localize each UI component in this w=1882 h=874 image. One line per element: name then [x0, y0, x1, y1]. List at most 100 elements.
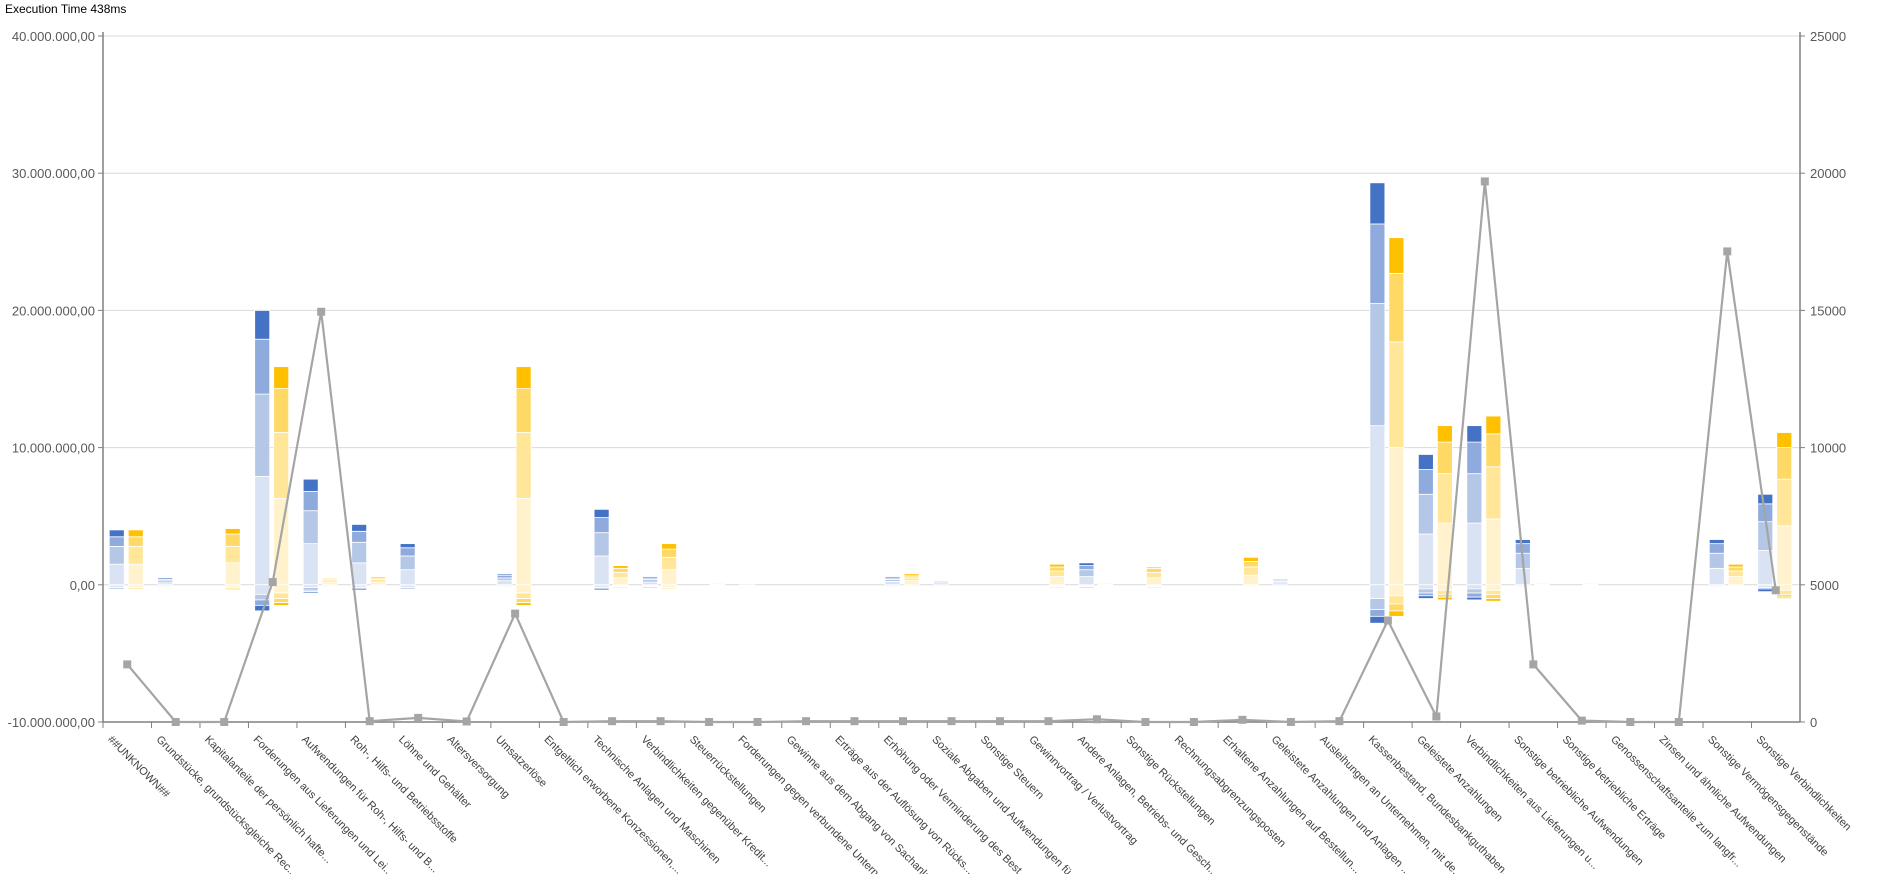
blue-bar-segment: [1514, 567, 1531, 586]
yellow-bar-segment-negative: [1388, 595, 1405, 605]
blue-bar-segment: [1078, 576, 1095, 586]
blue-bar-segment: [108, 545, 125, 565]
blue-bar-segment: [642, 576, 658, 579]
blue-bar-segment-negative: [1369, 615, 1386, 624]
blue-bar-segment-negative: [1417, 595, 1434, 599]
blue-bar-segment: [593, 508, 610, 518]
yellow-bar-segment-negative: [1485, 598, 1502, 602]
blue-bar-segment-negative: [1708, 585, 1725, 587]
blue-bar-segment-negative: [1078, 586, 1095, 589]
blue-bar-segment: [254, 476, 271, 586]
yellow-bar-segment: [1243, 556, 1259, 562]
line-point-marker: [462, 717, 471, 726]
yellow-bar-segment: [1049, 576, 1065, 586]
yellow-bar-segment-negative: [273, 592, 290, 599]
yellow-bar-segment: [273, 388, 290, 433]
blue-bar-segment: [351, 524, 368, 532]
yellow-bar-segment-negative: [515, 584, 532, 594]
line-point-marker: [1674, 718, 1683, 726]
yellow-bar-segment: [321, 581, 338, 586]
blue-bar-segment-negative: [1369, 598, 1386, 610]
yellow-bar-segment: [1146, 567, 1162, 573]
line-series-path: [126, 181, 1777, 724]
yellow-bar-segment: [1388, 272, 1405, 343]
blue-bar-segment: [1708, 539, 1725, 545]
blue-bar-segment: [1708, 543, 1725, 554]
line-point-marker: [1383, 616, 1392, 625]
yellow-bar-segment-negative: [273, 598, 290, 604]
yellow-bar-segment: [370, 578, 387, 583]
blue-bar-segment: [254, 309, 271, 340]
line-point-marker: [1238, 715, 1247, 724]
blue-bar-segment: [496, 577, 513, 582]
line-point-marker: [220, 718, 229, 726]
blue-bar-segment: [1466, 441, 1483, 475]
yellow-bar-segment: [1146, 572, 1162, 579]
yellow-bar-segment: [1097, 583, 1114, 585]
blue-bar-segment-negative: [496, 585, 513, 587]
yellow-bar-segment-negative: [1436, 584, 1453, 591]
yellow-bar-segment-negative: [1146, 586, 1162, 589]
blue-bar-segment-negative: [302, 591, 319, 594]
yellow-bar-segment: [1485, 415, 1502, 435]
blue-bar-segment-negative: [1466, 592, 1483, 598]
yellow-bar-segment: [127, 545, 144, 565]
line-point-marker: [414, 713, 423, 722]
yellow-bar-segment-negative: [1436, 596, 1453, 601]
line-point-marker: [123, 660, 132, 669]
yellow-bar-segment: [1485, 433, 1502, 468]
blue-bar-segment: [254, 393, 271, 477]
blue-bar-segment: [1078, 569, 1095, 577]
blue-bar-segment: [642, 581, 658, 586]
blue-bar-segment: [399, 569, 416, 586]
yellow-bar-segment: [1776, 478, 1793, 527]
yellow-bar-segment: [661, 556, 677, 571]
blue-bar-segment-negative: [1466, 596, 1483, 601]
yellow-bar-segment: [224, 545, 241, 564]
blue-bar-segment: [1466, 522, 1483, 586]
x-axis-labels: ##UNKNOWN##Grundstücke, grundstücksgleic…: [105, 734, 1853, 874]
line-point-marker: [995, 717, 1004, 726]
blue-bar-segment: [1466, 473, 1483, 524]
line-point-marker: [1335, 717, 1344, 726]
blue-bar-segment: [108, 536, 125, 547]
yellow-bar-segment: [1776, 432, 1793, 448]
blue-bar-segment-negative: [1417, 592, 1434, 597]
yellow-bar-segment: [515, 432, 532, 499]
yellow-bar-segment: [903, 573, 920, 577]
yellow-bar-segment: [612, 565, 629, 569]
x-category-label: Geleistete Anzahlungen: [1414, 734, 1505, 825]
x-category-label: Sonstige Rückstellungen: [1123, 734, 1217, 828]
blue-bar-segment-negative: [1757, 588, 1774, 593]
yellow-bar-segment: [1727, 566, 1744, 572]
yellow-bar-segment: [612, 572, 629, 579]
y-tick-label: 0,00: [70, 578, 95, 593]
yellow-bar-segment: [127, 536, 144, 547]
blue-bar-segment-negative: [399, 587, 416, 590]
blue-bar-segment-negative: [1369, 609, 1386, 617]
yellow-bar-segment: [1582, 583, 1599, 585]
axes: [98, 32, 1805, 728]
line-point-marker: [705, 718, 714, 726]
yellow-bar-segment: [273, 432, 290, 499]
blue-bar-segment-negative: [254, 599, 271, 606]
blue-bar-segment: [351, 530, 368, 543]
yellow-bar-segment-negative: [515, 602, 532, 606]
yellow-bar-segment: [127, 563, 144, 586]
line-point-marker: [1626, 718, 1635, 726]
blue-bar-segment-negative: [1417, 584, 1434, 590]
yellow-bar-segment: [127, 529, 144, 538]
y2-tick-label: 0: [1810, 715, 1817, 730]
y-tick-label: 10.000.000,00: [12, 441, 95, 456]
line-point-marker: [1044, 717, 1053, 726]
blue-bar-segment: [1708, 567, 1725, 586]
blue-bar-segment-negative: [351, 588, 368, 591]
blue-bar-segment: [302, 491, 319, 512]
line-point-marker: [317, 307, 326, 316]
blue-bar-segment: [1369, 223, 1386, 304]
blue-bar-segment: [302, 478, 319, 492]
blue-bar-segment: [593, 555, 610, 586]
yellow-bar-segment-negative: [1436, 589, 1453, 595]
yellow-bar-segment: [1243, 566, 1259, 576]
yellow-bar-segment: [1776, 447, 1793, 480]
